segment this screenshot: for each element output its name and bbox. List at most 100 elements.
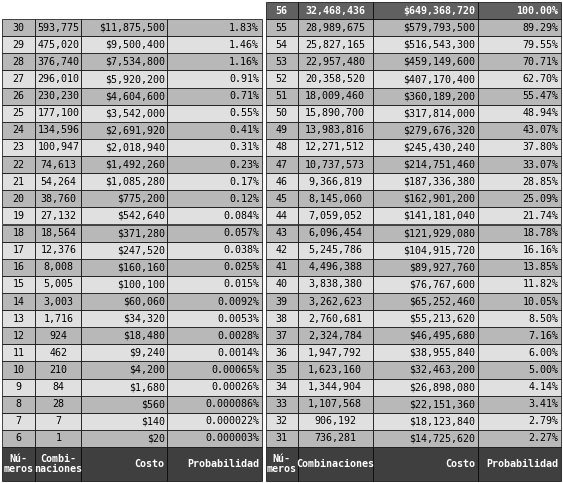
Bar bbox=[167, 379, 262, 396]
Text: $18,480: $18,480 bbox=[123, 331, 165, 341]
Text: Probabilidad: Probabilidad bbox=[187, 459, 259, 469]
Text: 7,059,052: 7,059,052 bbox=[309, 211, 362, 221]
Text: $22,151,360: $22,151,360 bbox=[409, 399, 475, 409]
Bar bbox=[2, 396, 35, 413]
Bar bbox=[167, 310, 262, 327]
Text: $317,814,000: $317,814,000 bbox=[403, 108, 475, 118]
Text: $5,920,200: $5,920,200 bbox=[105, 74, 165, 84]
Bar bbox=[266, 413, 298, 430]
Bar bbox=[35, 105, 82, 122]
Text: 32,468,436: 32,468,436 bbox=[305, 6, 365, 15]
Bar bbox=[167, 430, 262, 447]
Text: 62.70%: 62.70% bbox=[522, 74, 558, 84]
Text: 34: 34 bbox=[276, 382, 288, 392]
Bar bbox=[2, 19, 35, 36]
Text: 1,107,568: 1,107,568 bbox=[309, 399, 362, 409]
Bar bbox=[167, 242, 262, 259]
Text: 15: 15 bbox=[12, 279, 25, 289]
Text: 12,376: 12,376 bbox=[41, 245, 77, 255]
Text: 26: 26 bbox=[12, 91, 25, 101]
Bar bbox=[167, 19, 262, 36]
Text: 462: 462 bbox=[50, 348, 68, 358]
Text: 20,358,520: 20,358,520 bbox=[305, 74, 365, 84]
Text: 28.85%: 28.85% bbox=[522, 177, 558, 187]
Bar bbox=[82, 71, 167, 87]
Bar bbox=[298, 19, 373, 36]
Text: $187,336,380: $187,336,380 bbox=[403, 177, 475, 187]
Bar bbox=[167, 447, 262, 481]
Bar bbox=[82, 225, 167, 242]
Text: 21: 21 bbox=[12, 177, 25, 187]
Text: $7,534,800: $7,534,800 bbox=[105, 57, 165, 67]
Text: $18,123,840: $18,123,840 bbox=[409, 416, 475, 426]
Text: 16.16%: 16.16% bbox=[522, 245, 558, 255]
Text: $20: $20 bbox=[147, 433, 165, 443]
Bar bbox=[2, 139, 35, 156]
Text: 37.80%: 37.80% bbox=[522, 142, 558, 153]
Bar bbox=[298, 173, 373, 190]
Text: $76,767,600: $76,767,600 bbox=[409, 279, 475, 289]
Bar bbox=[82, 242, 167, 259]
Text: 8.50%: 8.50% bbox=[529, 313, 558, 324]
Bar bbox=[82, 276, 167, 293]
Text: 0.0092%: 0.0092% bbox=[217, 297, 259, 307]
Bar bbox=[266, 190, 298, 207]
Bar bbox=[82, 293, 167, 310]
Bar bbox=[478, 87, 561, 105]
Text: $775,200: $775,200 bbox=[117, 194, 165, 204]
Bar bbox=[266, 105, 298, 122]
Bar bbox=[167, 53, 262, 71]
Bar bbox=[82, 379, 167, 396]
Text: 24: 24 bbox=[12, 126, 25, 135]
Text: 38: 38 bbox=[276, 313, 288, 324]
Text: 0.55%: 0.55% bbox=[229, 108, 259, 118]
Bar bbox=[2, 413, 35, 430]
Bar bbox=[478, 122, 561, 139]
Bar bbox=[478, 190, 561, 207]
Text: 376,740: 376,740 bbox=[37, 57, 79, 67]
Text: 11.82%: 11.82% bbox=[522, 279, 558, 289]
Bar bbox=[266, 276, 298, 293]
Text: 1,716: 1,716 bbox=[43, 313, 73, 324]
Bar bbox=[373, 122, 478, 139]
Bar bbox=[373, 276, 478, 293]
Bar bbox=[478, 430, 561, 447]
Bar bbox=[266, 396, 298, 413]
Bar bbox=[298, 310, 373, 327]
Bar bbox=[167, 327, 262, 344]
Text: 0.000022%: 0.000022% bbox=[205, 416, 259, 426]
Bar bbox=[82, 139, 167, 156]
Text: 25: 25 bbox=[12, 108, 25, 118]
Bar bbox=[35, 293, 82, 310]
Bar bbox=[2, 36, 35, 53]
Bar bbox=[35, 225, 82, 242]
Text: 0.038%: 0.038% bbox=[224, 245, 259, 255]
Text: 47: 47 bbox=[276, 159, 288, 170]
Bar bbox=[167, 259, 262, 276]
Text: 0.41%: 0.41% bbox=[229, 126, 259, 135]
Text: 10,737,573: 10,737,573 bbox=[305, 159, 365, 170]
Bar bbox=[478, 276, 561, 293]
Text: 53: 53 bbox=[276, 57, 288, 67]
Bar bbox=[478, 36, 561, 53]
Text: 0.0053%: 0.0053% bbox=[217, 313, 259, 324]
Text: Nú-
meros: Nú- meros bbox=[267, 454, 297, 474]
Bar bbox=[2, 242, 35, 259]
Text: Costo: Costo bbox=[445, 459, 475, 469]
Bar bbox=[167, 276, 262, 293]
Bar bbox=[2, 225, 35, 242]
Bar bbox=[82, 19, 167, 36]
Bar bbox=[373, 413, 478, 430]
Bar bbox=[478, 242, 561, 259]
Text: 54: 54 bbox=[276, 40, 288, 50]
Text: $9,240: $9,240 bbox=[129, 348, 165, 358]
Text: 2,760,681: 2,760,681 bbox=[309, 313, 362, 324]
Bar bbox=[373, 173, 478, 190]
Text: 89.29%: 89.29% bbox=[522, 23, 558, 33]
Bar bbox=[167, 156, 262, 173]
Text: 1,947,792: 1,947,792 bbox=[309, 348, 362, 358]
Text: 32: 32 bbox=[276, 416, 288, 426]
Text: 25,827,165: 25,827,165 bbox=[305, 40, 365, 50]
Bar bbox=[35, 396, 82, 413]
Bar bbox=[298, 276, 373, 293]
